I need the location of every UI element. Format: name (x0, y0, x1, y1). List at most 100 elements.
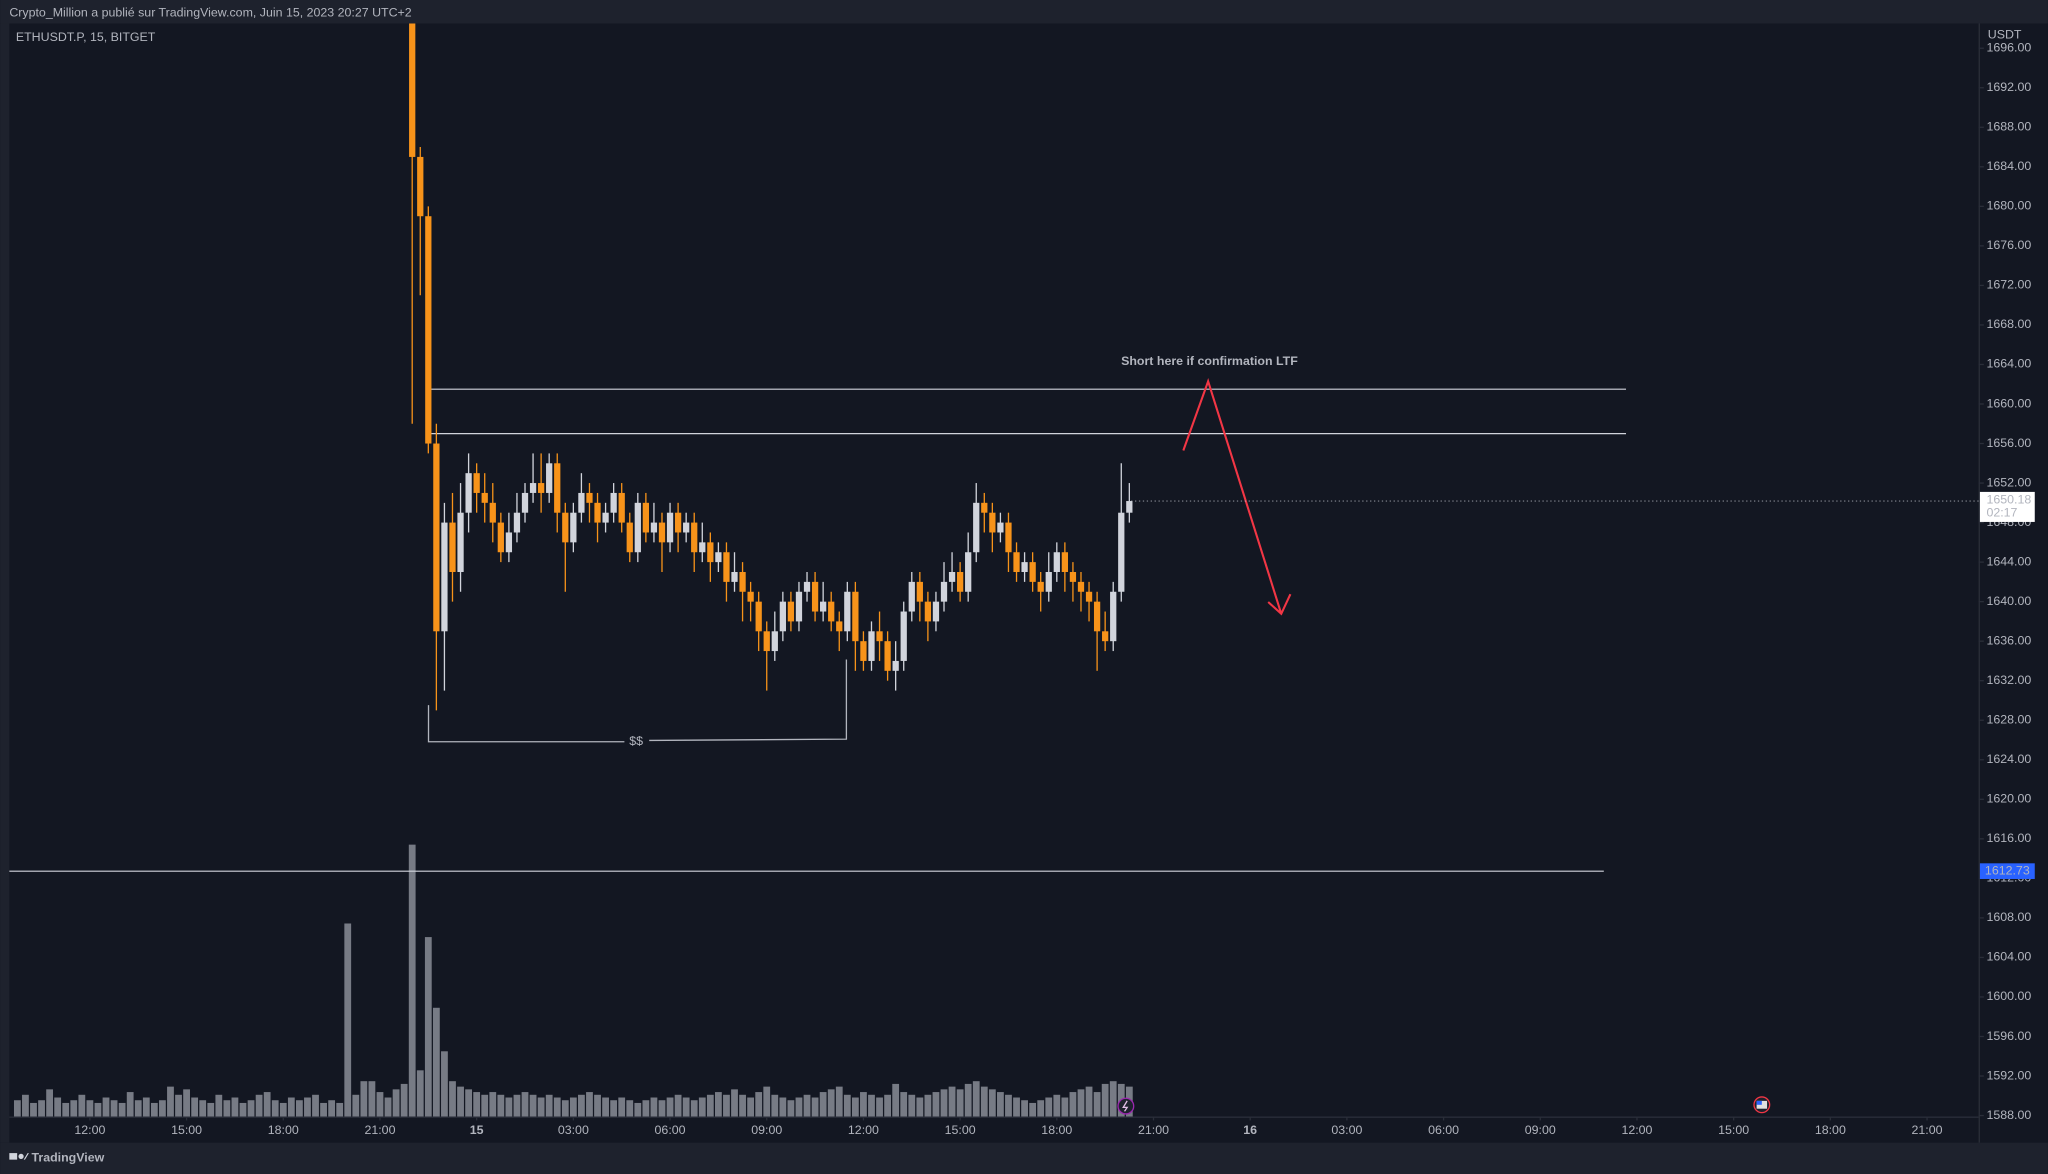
volume-bar (956, 1089, 964, 1117)
candle-body (578, 492, 585, 513)
symbol: ETHUSDT.P, 15, BITGET (16, 30, 156, 44)
volume-bar (1093, 1092, 1101, 1117)
volume-bar (126, 1092, 134, 1117)
last-price-label: 1650.18 (1986, 493, 2031, 507)
candle-body (715, 552, 722, 563)
volume-bar (473, 1092, 481, 1117)
candle-body (892, 660, 899, 671)
y-tick-label: 1676.00 (1986, 238, 2031, 252)
x-tick-label: 21:00 (1912, 1123, 1943, 1137)
candle-body (481, 492, 488, 503)
volume-bar (819, 1092, 827, 1117)
volume-bar (86, 1100, 94, 1117)
volume-bar (239, 1102, 247, 1117)
flag-icon (1753, 1096, 1771, 1114)
y-tick-label: 1620.00 (1986, 792, 2031, 806)
y-tick-label: 1632.00 (1986, 673, 2031, 687)
candle-body (997, 522, 1004, 533)
volume-bar (1013, 1097, 1020, 1117)
candle-body (707, 542, 714, 563)
volume-bar (142, 1097, 150, 1117)
candle-body (1053, 552, 1060, 572)
volume-bar (698, 1097, 706, 1117)
volume-bar (1021, 1100, 1028, 1117)
brand: TradingView (32, 1151, 105, 1165)
candle-body (739, 571, 746, 592)
x-tick-label: 18:00 (1815, 1123, 1846, 1137)
volume-bar (352, 1094, 360, 1117)
x-tick-label: 16 (1243, 1123, 1257, 1137)
volume-bar (900, 1092, 908, 1117)
candle-body (795, 591, 803, 622)
candle-body (1021, 562, 1028, 572)
y-tick-label: 1596.00 (1986, 1029, 2031, 1043)
volume-bar (972, 1081, 980, 1117)
candle-body (602, 512, 609, 523)
y-tick-label: 1652.00 (1986, 475, 2031, 489)
volume-bar (771, 1094, 779, 1117)
volume-bar (1053, 1094, 1061, 1117)
candle-body (803, 581, 811, 592)
volume-bar (658, 1100, 666, 1117)
volume-bar (400, 1083, 408, 1117)
candle-body (989, 512, 996, 533)
x-tick-label: 09:00 (751, 1123, 782, 1137)
candle-body (755, 601, 762, 632)
volume-bar (811, 1097, 819, 1117)
countdown-label: 02:17 (1986, 506, 2017, 520)
volume-bar (803, 1094, 811, 1117)
candle-body (449, 522, 456, 572)
candle-body (554, 463, 561, 513)
volume-bar (231, 1097, 239, 1117)
candle-body (1110, 591, 1117, 642)
volume-bar (38, 1100, 45, 1117)
top-bar (0, 0, 2048, 24)
x-tick-label: 15:00 (1718, 1123, 1749, 1137)
candle-body (747, 591, 754, 602)
volume-bar (295, 1100, 303, 1117)
volume-bar (408, 844, 416, 1117)
candle-body (497, 522, 504, 553)
liquidity-bracket (427, 659, 848, 743)
candle-body (940, 581, 948, 602)
volume-bar (102, 1097, 110, 1117)
volume-bar (22, 1094, 29, 1117)
candle-body (731, 571, 738, 582)
short-annotation: Short here if confirmation LTF (1121, 354, 1298, 368)
candle-body (900, 611, 907, 661)
candle-body (521, 492, 529, 513)
volume-bar (755, 1092, 763, 1117)
volume-bar (287, 1097, 295, 1117)
volume-bar (851, 1097, 859, 1117)
volume-bar (1045, 1097, 1053, 1117)
tv-logo (9, 1153, 29, 1160)
y-tick-label: 1660.00 (1986, 396, 2031, 410)
y-tick-label: 1624.00 (1986, 752, 2031, 766)
volume-bar (312, 1094, 319, 1117)
volume-bar (690, 1100, 698, 1117)
candle-body (457, 512, 464, 572)
volume-bar (795, 1097, 803, 1117)
volume-bar (747, 1097, 755, 1117)
volume-bar (167, 1086, 174, 1117)
candle-body (473, 473, 480, 493)
volume-bar (271, 1100, 279, 1117)
volume-bar (521, 1092, 529, 1117)
candle-body (634, 502, 641, 553)
candle-body (1061, 552, 1069, 572)
volume-bar (336, 1102, 344, 1117)
candle-body (489, 502, 496, 523)
bottom-bar (0, 1142, 2048, 1174)
x-tick-label: 09:00 (1525, 1123, 1556, 1137)
x-tick-label: 03:00 (558, 1123, 589, 1137)
candle-body (916, 581, 923, 602)
volume-bar (513, 1094, 521, 1117)
volume-bar (505, 1097, 513, 1117)
candle-body (924, 601, 932, 622)
volume-bar (489, 1092, 497, 1117)
volume-bar (1037, 1100, 1045, 1117)
candle-body (876, 631, 883, 642)
candle-body (981, 502, 988, 513)
candle-body (723, 552, 730, 582)
